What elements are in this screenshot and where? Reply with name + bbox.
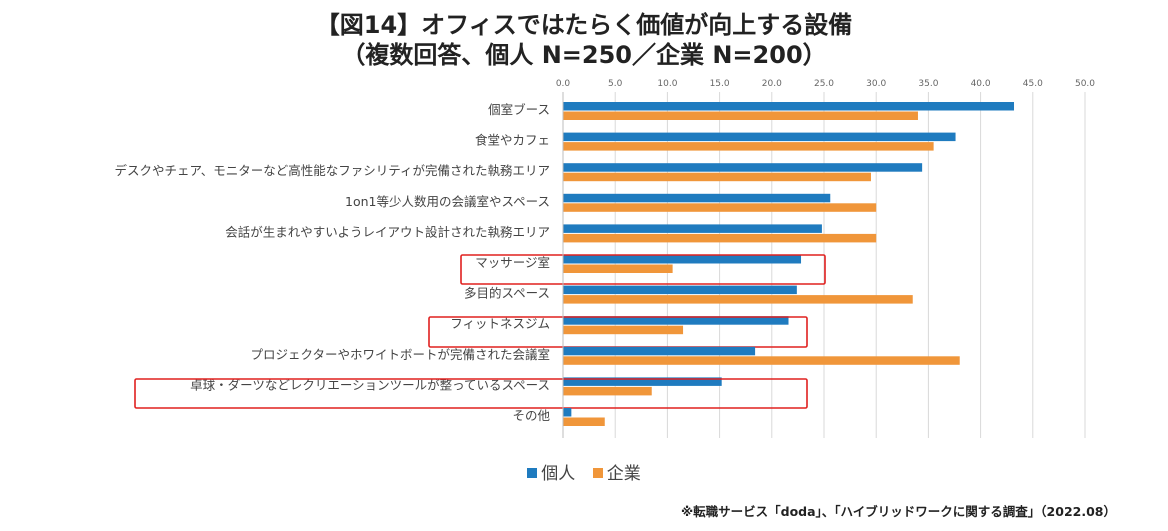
bar-company — [563, 172, 871, 182]
bar-individual — [563, 224, 822, 233]
category-label: 1on1等少人数用の会議室やスペース — [345, 194, 550, 209]
bar-individual — [563, 163, 923, 172]
x-tick-label: 5.0 — [608, 79, 623, 89]
category-label: 卓球・ダーツなどレクリエーションツールが整っているスペース — [190, 377, 550, 392]
source-note: ※転職サービス「doda」、「ハイブリッドワークに関する調査」（2022.08） — [680, 504, 1116, 519]
x-tick-label: 30.0 — [866, 79, 886, 89]
category-label: 個室ブース — [488, 102, 550, 117]
category-label: フィットネスジム — [450, 316, 550, 331]
category-label: 会話が生まれやすいようレイアウト設計された執務エリア — [225, 224, 550, 239]
bar-individual — [563, 346, 756, 356]
legend-item-company: 企業 — [592, 459, 641, 484]
x-tick-label: 40.0 — [971, 79, 991, 89]
category-label: 食堂やカフェ — [475, 133, 550, 148]
bar-individual — [563, 316, 789, 325]
legend-swatch-individual — [527, 468, 538, 478]
chart-title: 【図14】オフィスではたらく価値が向上する設備 （複数回答、個人 N=250／企… — [0, 10, 1168, 70]
bar-individual — [563, 255, 802, 264]
highlight-box — [134, 378, 808, 409]
x-tick-label: 10.0 — [657, 79, 677, 89]
bar-individual — [563, 132, 956, 142]
bar-company — [563, 417, 605, 426]
legend-label-individual: 個人 — [541, 464, 576, 484]
bar-individual — [563, 193, 831, 203]
x-tick-label: 45.0 — [1023, 79, 1043, 89]
bar-company — [563, 233, 877, 243]
bar-individual — [563, 102, 1015, 111]
legend-label-company: 企業 — [606, 464, 641, 484]
bar-company — [563, 386, 652, 396]
highlight-box — [460, 254, 826, 285]
bar-individual — [563, 377, 722, 386]
legend-swatch-company — [592, 468, 603, 478]
bar-individual — [563, 285, 797, 295]
bar-company — [563, 325, 684, 335]
chart-title-line2: （複数回答、個人 N=250／企業 N=200） — [341, 41, 827, 69]
bar-company — [563, 356, 960, 365]
bar-company — [563, 142, 934, 151]
x-tick-label: 15.0 — [710, 79, 730, 89]
legend-item-individual: 個人 — [527, 459, 575, 484]
category-label: マッサージ室 — [475, 255, 550, 270]
x-tick-label: 25.0 — [814, 79, 834, 89]
chart-title-line1: 【図14】オフィスではたらく価値が向上する設備 — [315, 11, 853, 39]
bar-individual — [563, 408, 572, 417]
category-label: プロジェクターやホワイトボートが完備された会議室 — [250, 347, 550, 362]
category-label: デスクやチェア、モニターなど高性能なファシリティが完備された執務エリア — [114, 163, 550, 178]
bar-company — [563, 203, 877, 212]
bar-company — [563, 111, 918, 120]
category-label: その他 — [512, 408, 550, 423]
x-tick-label: 20.0 — [762, 79, 782, 89]
x-tick-label: 35.0 — [918, 79, 938, 89]
bar-company — [563, 264, 673, 273]
legend: 個人 企業 — [0, 459, 1168, 484]
category-label: 多目的スペース — [464, 286, 550, 301]
x-tick-label: 0.0 — [556, 79, 571, 89]
bar-company — [563, 295, 913, 304]
x-tick-label: 50.0 — [1075, 79, 1095, 89]
